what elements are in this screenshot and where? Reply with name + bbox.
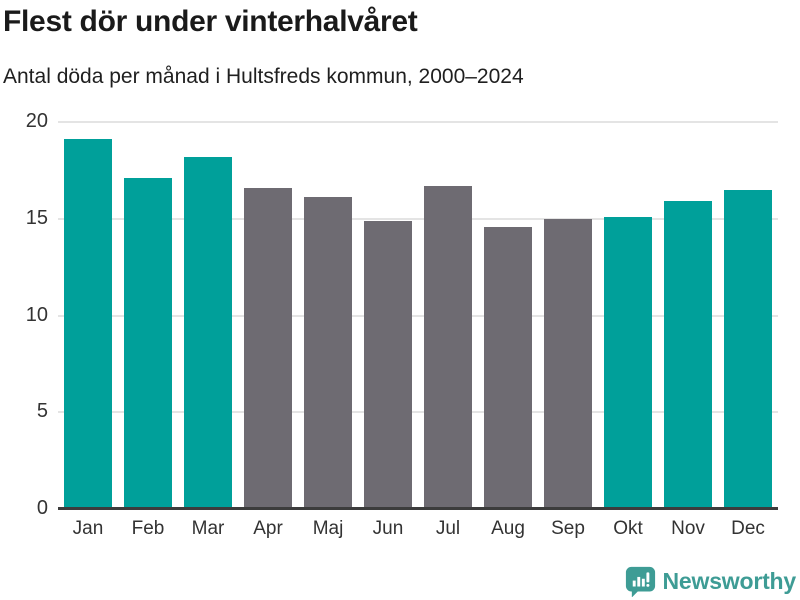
bar-chart-plot bbox=[58, 121, 778, 509]
bar-jun bbox=[364, 220, 412, 509]
x-tick-label-jul: Jul bbox=[435, 518, 461, 539]
logo-exclamation-bar bbox=[645, 572, 649, 583]
x-tick-label-okt: Okt bbox=[613, 518, 643, 539]
x-tick-label-dec: Dec bbox=[731, 518, 765, 539]
x-tick-label-apr: Apr bbox=[253, 518, 283, 539]
x-tick-label-jun: Jun bbox=[372, 518, 404, 539]
gridline-y-15 bbox=[58, 217, 778, 220]
brand-name: Newsworthy bbox=[662, 568, 797, 594]
bar-jul bbox=[424, 185, 472, 509]
x-tick-label-jan: Jan bbox=[72, 518, 104, 539]
x-tick-label-nov: Nov bbox=[671, 518, 705, 539]
brand-footer: Newsworthy bbox=[625, 566, 796, 597]
x-tick-label-sep: Sep bbox=[551, 518, 585, 539]
bar-nov bbox=[664, 201, 712, 509]
chart-subtitle: Antal döda per månad i Hultsfreds kommun… bbox=[3, 65, 524, 88]
bar-jan bbox=[64, 139, 112, 509]
bar-dec bbox=[724, 189, 772, 509]
x-tick-label-mar: Mar bbox=[191, 518, 225, 539]
y-tick-label-15: 15 bbox=[25, 206, 48, 229]
logo-bubble-shape bbox=[625, 566, 655, 597]
x-tick-label-feb: Feb bbox=[131, 518, 165, 539]
x-axis-line bbox=[58, 507, 778, 510]
bar-maj bbox=[304, 197, 352, 509]
chart-title: Flest dör under vinterhalvåret bbox=[3, 5, 418, 38]
gridline-y-20 bbox=[58, 121, 778, 123]
gridline-y-10 bbox=[58, 314, 778, 317]
logo-bar-1 bbox=[632, 580, 636, 587]
logo-exclamation-dot bbox=[645, 584, 649, 587]
newsworthy-logo-icon bbox=[625, 566, 655, 597]
y-tick-label-10: 10 bbox=[25, 303, 48, 326]
bar-okt bbox=[604, 216, 652, 509]
bar-apr bbox=[244, 187, 292, 509]
bar-aug bbox=[484, 226, 532, 509]
gridline-y-5 bbox=[58, 411, 778, 414]
x-tick-label-maj: Maj bbox=[312, 518, 344, 539]
logo-bar-2 bbox=[636, 576, 640, 587]
y-tick-label-5: 5 bbox=[36, 400, 48, 423]
logo-bar-3 bbox=[641, 578, 645, 587]
y-tick-label-20: 20 bbox=[25, 110, 48, 132]
bar-mar bbox=[184, 156, 232, 509]
x-tick-label-aug: Aug bbox=[491, 518, 525, 539]
y-tick-label-0: 0 bbox=[36, 497, 48, 519]
bar-feb bbox=[124, 178, 172, 509]
bar-sep bbox=[544, 218, 592, 509]
